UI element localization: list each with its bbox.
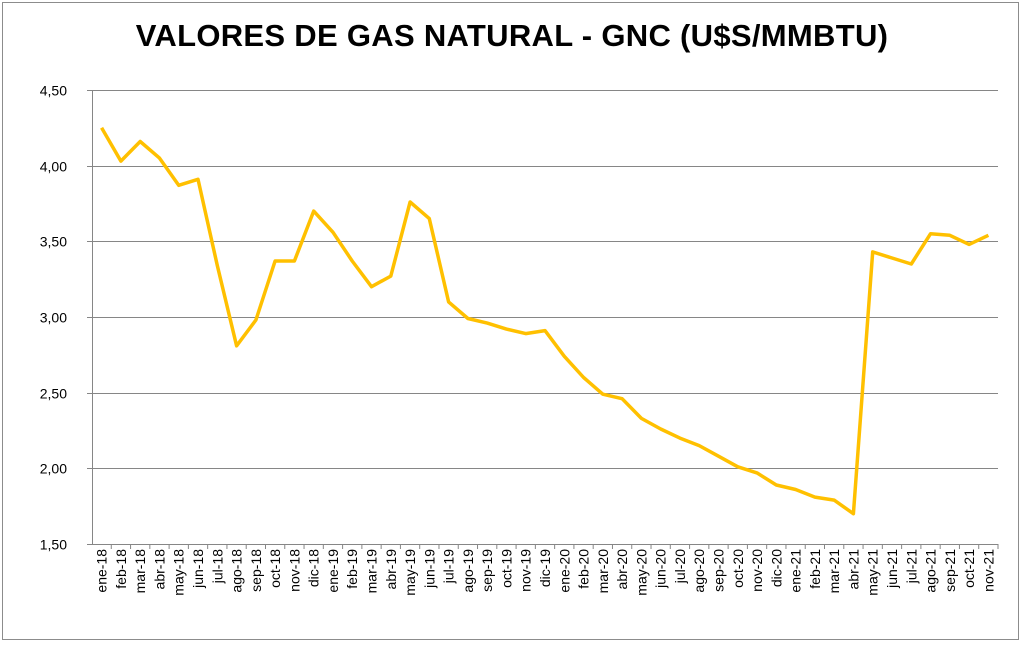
- x-tick-label: nov-21: [980, 549, 996, 592]
- y-tick-label: 3,00: [40, 310, 67, 326]
- x-tick-label: dic-20: [768, 549, 784, 587]
- x-tick-label: jul-19: [441, 549, 457, 584]
- x-tick-label: oct-19: [498, 549, 514, 588]
- x-tick-label: may-19: [402, 549, 418, 596]
- x-tick-label: abr-18: [151, 549, 167, 590]
- x-tick-label: may-20: [633, 549, 649, 596]
- x-tick-label: ago-19: [460, 549, 476, 593]
- x-tick-label: ene-20: [556, 549, 572, 593]
- y-tick-label: 2,50: [40, 386, 67, 402]
- x-tick-label: ene-21: [788, 549, 804, 593]
- chart-title: VALORES DE GAS NATURAL - GNC (U$S/MMBTU): [135, 18, 889, 53]
- x-tick-label: nov-19: [518, 549, 534, 592]
- x-tick-label: oct-18: [267, 549, 283, 588]
- x-tick-label: jul-21: [903, 549, 919, 584]
- x-tick-label: abr-21: [845, 549, 861, 590]
- x-tick-label: may-18: [171, 549, 187, 596]
- x-tick-label: sep-21: [942, 549, 958, 592]
- x-tick-label: jun-21: [884, 549, 900, 589]
- x-tick-label: sep-19: [479, 549, 495, 592]
- x-tick-label: nov-20: [749, 549, 765, 592]
- x-tick-label: feb-19: [344, 549, 360, 589]
- x-tick-label: jun-19: [421, 549, 437, 589]
- y-tick-label: 4,00: [40, 159, 67, 175]
- x-tick-label: may-21: [865, 549, 881, 596]
- series-line: [100, 126, 990, 516]
- x-tick-label: sep-18: [248, 549, 264, 592]
- x-tick-label: nov-18: [286, 549, 302, 592]
- x-tick-label: oct-20: [730, 549, 746, 588]
- x-tick-label: jul-18: [209, 549, 225, 584]
- x-tick-label: feb-18: [113, 549, 129, 589]
- x-tick-label: ago-20: [691, 549, 707, 593]
- x-tick-label: feb-20: [576, 549, 592, 589]
- y-tick-label: 1,50: [40, 537, 67, 553]
- x-tick-label: ago-18: [229, 549, 245, 593]
- x-tick-label: ago-21: [923, 549, 939, 593]
- x-tick-label: dic-19: [537, 549, 553, 587]
- x-tick-label: mar-18: [132, 549, 148, 594]
- x-tick-label: abr-20: [614, 549, 630, 590]
- x-tick-label: mar-19: [364, 549, 380, 594]
- y-tick-label: 4,50: [40, 83, 67, 99]
- x-tick-label: ene-18: [94, 549, 110, 593]
- x-tick-label: abr-19: [383, 549, 399, 590]
- x-tick-label: sep-20: [710, 549, 726, 592]
- x-tick-label: mar-20: [595, 549, 611, 594]
- x-tick-label: feb-21: [807, 549, 823, 589]
- x-tick-label: jun-18: [190, 549, 206, 589]
- y-tick-label: 3,50: [40, 234, 67, 250]
- x-tick-label: dic-18: [306, 549, 322, 587]
- x-tick-label: oct-21: [961, 549, 977, 588]
- x-tick-label: jul-20: [672, 549, 688, 584]
- y-tick-label: 2,00: [40, 461, 67, 477]
- x-tick-label: mar-21: [826, 549, 842, 594]
- x-tick-label: ene-19: [325, 549, 341, 593]
- x-tick-label: jun-20: [653, 549, 669, 589]
